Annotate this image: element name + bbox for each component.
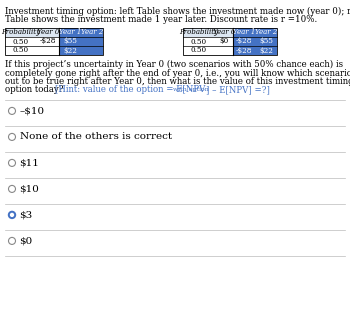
Text: [Hint: value of the option = E[NPV: [Hint: value of the option = E[NPV (55, 86, 205, 95)
Text: option today?: option today? (5, 86, 66, 95)
Circle shape (10, 213, 13, 216)
Text: $55: $55 (259, 38, 273, 46)
Text: $22: $22 (259, 47, 273, 55)
Bar (5, 28, 103, 55)
Text: 0.50: 0.50 (191, 38, 207, 46)
Bar (81, 28, 103, 37)
Bar (5, 46, 37, 55)
Bar (183, 28, 215, 37)
Bar (215, 28, 233, 37)
Text: Year 0: Year 0 (37, 29, 59, 37)
Bar (37, 46, 59, 55)
Bar (255, 37, 277, 46)
Text: with option: with option (173, 88, 209, 93)
Text: -$28: -$28 (236, 47, 252, 55)
Text: out to be true right after Year 0, then what is the value of this investment tim: out to be true right after Year 0, then … (5, 77, 350, 86)
Text: completely gone right after the end of year 0, i.e., you will know which scenari: completely gone right after the end of y… (5, 69, 350, 78)
Bar (255, 46, 277, 55)
Text: 0.50: 0.50 (13, 47, 29, 55)
Circle shape (8, 211, 15, 218)
Bar (183, 46, 215, 55)
Bar (183, 37, 215, 46)
Text: 0.50: 0.50 (191, 47, 207, 55)
Text: $11: $11 (20, 159, 39, 167)
Bar (37, 28, 59, 37)
Text: -$28: -$28 (40, 38, 56, 46)
Text: –$10: –$10 (20, 107, 45, 116)
Text: Probability: Probability (1, 29, 41, 37)
Bar (5, 28, 37, 37)
Bar (59, 28, 81, 37)
Text: Year 2: Year 2 (255, 29, 277, 37)
Bar (233, 46, 255, 55)
Text: If this project’s uncertainty in Year 0 (two scenarios with 50% chance each) is: If this project’s uncertainty in Year 0 … (5, 60, 343, 69)
Text: Year 1: Year 1 (59, 29, 81, 37)
Bar (255, 28, 277, 37)
Text: $0: $0 (20, 236, 33, 245)
Bar (59, 46, 81, 55)
Text: Year 1: Year 1 (233, 29, 255, 37)
Bar (215, 46, 233, 55)
Bar (59, 37, 81, 46)
Bar (233, 37, 255, 46)
Text: Year 2: Year 2 (81, 29, 103, 37)
Bar (183, 28, 277, 55)
Text: Probability: Probability (180, 29, 218, 37)
Text: $22: $22 (63, 47, 77, 55)
Text: Investment timing option: left Table shows the investment made now (year 0); rig: Investment timing option: left Table sho… (5, 7, 350, 16)
Text: ] – E[NPV] =?]: ] – E[NPV] =?] (206, 86, 270, 95)
Bar (215, 37, 233, 46)
Bar (81, 46, 103, 55)
Bar (5, 37, 37, 46)
Text: $3: $3 (20, 210, 33, 219)
Text: 0.50: 0.50 (13, 38, 29, 46)
Text: $10: $10 (20, 184, 39, 193)
Text: Table shows the investment made 1 year later. Discount rate is r =10%.: Table shows the investment made 1 year l… (5, 15, 317, 24)
Bar (233, 28, 255, 37)
Bar (37, 37, 59, 46)
Text: -$28: -$28 (236, 38, 252, 46)
Text: $55: $55 (63, 38, 77, 46)
Text: None of the others is correct: None of the others is correct (20, 133, 172, 142)
Text: Year 0: Year 0 (213, 29, 235, 37)
Text: $0: $0 (219, 38, 229, 46)
Bar (81, 37, 103, 46)
